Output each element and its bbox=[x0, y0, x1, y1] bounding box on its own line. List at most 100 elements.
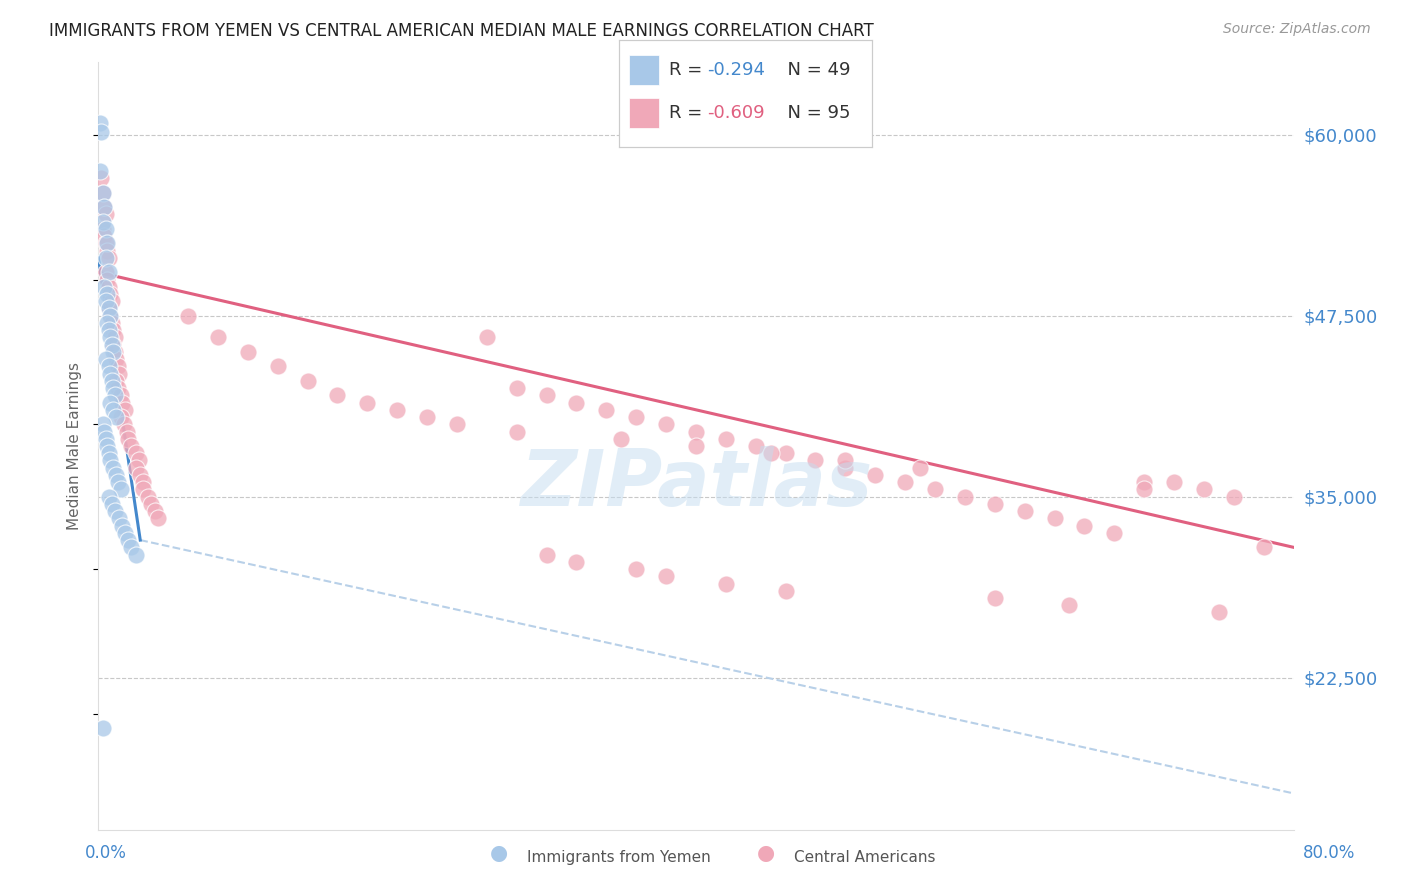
Y-axis label: Median Male Earnings: Median Male Earnings bbox=[67, 362, 83, 530]
Point bbox=[565, 555, 588, 569]
Point bbox=[105, 410, 128, 425]
Point bbox=[1192, 483, 1215, 497]
Point bbox=[94, 432, 117, 446]
Point bbox=[117, 432, 139, 446]
Point bbox=[97, 446, 120, 460]
Point bbox=[132, 483, 155, 497]
Point bbox=[97, 359, 120, 374]
Point bbox=[297, 374, 319, 388]
Point bbox=[1014, 504, 1036, 518]
Point bbox=[96, 287, 118, 301]
Point bbox=[107, 475, 129, 490]
Point bbox=[103, 337, 125, 351]
Point bbox=[908, 460, 931, 475]
Point bbox=[1223, 490, 1246, 504]
Point bbox=[1253, 541, 1275, 555]
Point bbox=[108, 367, 131, 381]
Point bbox=[98, 287, 122, 301]
Point bbox=[93, 280, 115, 294]
Point bbox=[385, 402, 409, 417]
Point bbox=[91, 186, 114, 200]
Point bbox=[93, 200, 115, 214]
Point bbox=[924, 483, 946, 497]
Point bbox=[865, 467, 887, 482]
Text: Central Americans: Central Americans bbox=[794, 850, 936, 865]
Point bbox=[94, 265, 117, 279]
Point bbox=[96, 316, 118, 330]
Point bbox=[132, 475, 155, 490]
Point bbox=[112, 417, 135, 432]
Point bbox=[97, 280, 120, 294]
Point bbox=[93, 200, 115, 214]
Point bbox=[104, 330, 127, 344]
Point bbox=[96, 244, 118, 258]
Text: ●: ● bbox=[758, 844, 775, 863]
Point bbox=[98, 395, 122, 409]
Point bbox=[148, 511, 170, 525]
Point bbox=[1133, 475, 1156, 490]
Point bbox=[834, 453, 856, 467]
Point bbox=[207, 330, 229, 344]
Point bbox=[236, 345, 259, 359]
Point bbox=[114, 525, 136, 540]
Point bbox=[91, 222, 114, 236]
Point bbox=[114, 402, 136, 417]
Point bbox=[110, 388, 132, 402]
Point bbox=[98, 330, 122, 344]
Point bbox=[128, 453, 150, 467]
Point bbox=[96, 272, 118, 286]
Point bbox=[89, 164, 111, 178]
Point bbox=[129, 467, 152, 482]
Point bbox=[97, 490, 120, 504]
Point bbox=[1208, 606, 1230, 620]
Point bbox=[101, 316, 124, 330]
Point bbox=[96, 439, 118, 453]
Point bbox=[101, 497, 124, 511]
Point bbox=[111, 518, 134, 533]
Point bbox=[595, 402, 617, 417]
Point bbox=[98, 453, 122, 467]
Point bbox=[143, 504, 166, 518]
Point bbox=[117, 533, 139, 547]
Point bbox=[101, 294, 124, 309]
Point bbox=[96, 236, 118, 251]
Point bbox=[714, 576, 737, 591]
Point bbox=[103, 345, 125, 359]
Point bbox=[104, 504, 127, 518]
Point bbox=[1104, 525, 1126, 540]
Text: N = 49: N = 49 bbox=[776, 62, 851, 79]
Point bbox=[685, 439, 707, 453]
Point bbox=[91, 214, 114, 228]
Point bbox=[93, 425, 115, 439]
Point bbox=[626, 562, 648, 576]
Point bbox=[97, 301, 120, 316]
Point bbox=[475, 330, 498, 344]
Point bbox=[506, 381, 529, 395]
Point bbox=[610, 432, 633, 446]
Text: -0.294: -0.294 bbox=[707, 62, 765, 79]
Point bbox=[136, 490, 159, 504]
Point bbox=[356, 395, 378, 409]
Point bbox=[94, 294, 117, 309]
Point bbox=[804, 453, 827, 467]
Point bbox=[775, 446, 797, 460]
Point bbox=[107, 359, 129, 374]
Point bbox=[1163, 475, 1185, 490]
Point bbox=[111, 395, 134, 409]
Point bbox=[745, 439, 768, 453]
Point bbox=[1059, 598, 1081, 612]
Point bbox=[94, 251, 117, 265]
Point bbox=[685, 425, 707, 439]
Text: 80.0%: 80.0% bbox=[1302, 844, 1355, 862]
Point bbox=[105, 467, 128, 482]
Point bbox=[775, 583, 797, 598]
Point bbox=[94, 236, 117, 251]
Point bbox=[101, 374, 124, 388]
Text: ●: ● bbox=[491, 844, 508, 863]
Point bbox=[1133, 483, 1156, 497]
Point bbox=[536, 388, 558, 402]
Point bbox=[120, 541, 142, 555]
Point bbox=[655, 417, 678, 432]
Point bbox=[91, 186, 114, 200]
Point bbox=[984, 497, 1007, 511]
